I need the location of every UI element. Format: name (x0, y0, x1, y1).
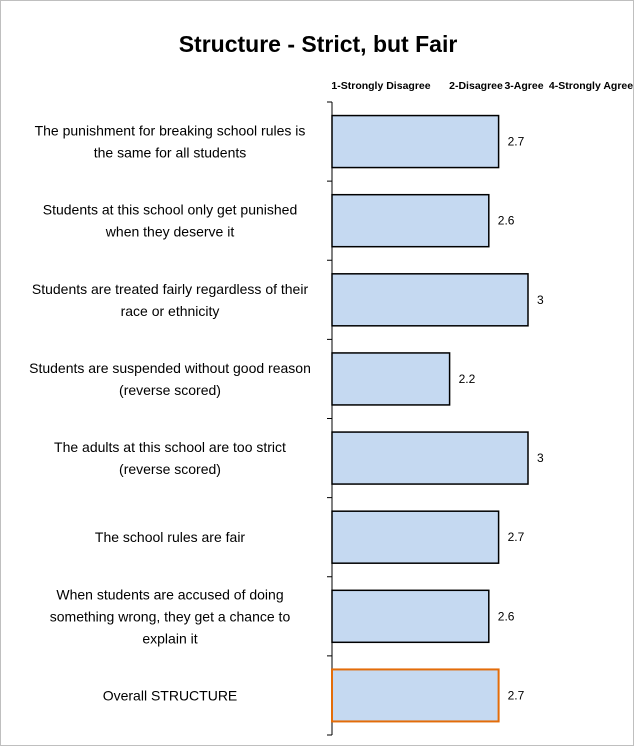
bar-overall (331, 668, 500, 723)
category-label-line: The punishment for breaking school rules… (35, 123, 306, 139)
bar (331, 273, 529, 327)
category-label-line: explain it (142, 630, 197, 646)
category-label-line: Overall STRUCTURE (103, 687, 238, 703)
category-label-line: the same for all students (94, 145, 247, 161)
category-label-line: something wrong, they get a chance to (50, 608, 291, 624)
category-label: Students are suspended without good reas… (29, 360, 311, 398)
category-label-line: The adults at this school are too strict (54, 439, 286, 455)
category-label: Students are treated fairly regardless o… (32, 281, 309, 319)
value-label: 3 (537, 451, 544, 465)
category-label-line: Students are suspended without good reas… (29, 360, 311, 376)
category-label-line: (reverse scored) (119, 461, 221, 477)
category-label: The punishment for breaking school rules… (35, 123, 306, 161)
category-label-line: The school rules are fair (95, 529, 246, 545)
value-labels: 2.7 2.6 3 2.2 3 2.7 2.6 2.7 (459, 135, 544, 703)
scale-label: 4-Strongly Agree (549, 80, 633, 92)
bar (331, 193, 490, 248)
value-label: 2.7 (508, 530, 525, 544)
bar (331, 510, 500, 564)
category-label: Students at this school only get punishe… (43, 202, 298, 240)
value-label: 2.7 (508, 688, 525, 702)
bar (331, 352, 451, 406)
category-label: Overall STRUCTURE (103, 687, 238, 703)
value-label: 2.7 (508, 135, 525, 149)
value-label: 3 (537, 293, 544, 307)
category-label-line: Students at this school only get punishe… (43, 202, 298, 218)
category-labels: The punishment for breaking school rules… (29, 123, 311, 704)
category-label: The school rules are fair (95, 529, 246, 545)
scale-label: 1-Strongly Disagree (331, 80, 430, 92)
value-label: 2.6 (498, 609, 515, 623)
category-label-line: Students are treated fairly regardless o… (32, 281, 309, 297)
value-label: 2.2 (459, 372, 476, 386)
scale-label: 2-Disagree (449, 80, 503, 92)
category-label-line: When students are accused of doing (56, 586, 283, 602)
category-label-line: when they deserve it (105, 224, 235, 240)
chart-title: Structure - Strict, but Fair (179, 31, 458, 57)
category-label-line: race or ethnicity (121, 303, 220, 319)
bar (331, 589, 490, 644)
bar (331, 114, 500, 169)
scale-label: 3-Agree (504, 80, 543, 92)
scale-labels: 1-Strongly Disagree 2-Disagree 3-Agree 4-St… (331, 80, 633, 92)
bars (327, 101, 529, 736)
category-label: The adults at this school are too strict… (54, 439, 286, 477)
value-label: 2.6 (498, 214, 515, 228)
bar (331, 431, 529, 485)
category-label-line: (reverse scored) (119, 382, 221, 398)
category-label: When students are accused of doing someth… (50, 586, 291, 646)
